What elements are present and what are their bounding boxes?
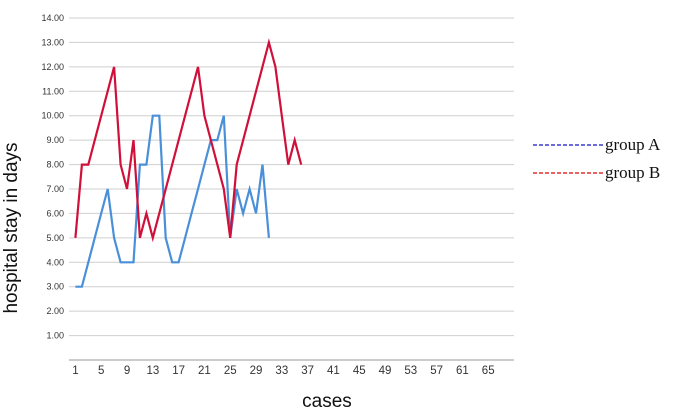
x-tick-label: 5 (98, 365, 104, 377)
legend-label-group-a: group A (605, 135, 661, 154)
x-tick-label: 29 (250, 365, 263, 377)
x-tick-labels: 1 5 9 13 17 21 25 29 33 37 41 45 49 53 57 61 65 (72, 365, 494, 377)
x-tick-label: 41 (327, 365, 340, 377)
y-tick-label: 7.00 (46, 184, 64, 194)
y-tick-label: 4.00 (46, 257, 64, 267)
y-tick-label: 3.00 (46, 282, 64, 292)
y-tick-label: 12.00 (41, 62, 64, 72)
x-tick-label: 45 (353, 365, 366, 377)
y-tick-labels: 1.00 2.00 3.00 4.00 5.00 6.00 7.00 8.00 9.00 10.0… (41, 13, 64, 341)
series-lines (74, 38, 303, 288)
x-tick-label: 53 (404, 365, 417, 377)
legend-label-group-b: group B (605, 163, 660, 182)
x-tick-label: 25 (224, 365, 237, 377)
y-tick-label: 1.00 (46, 331, 64, 341)
x-tick-label: 57 (430, 365, 443, 377)
gridlines (69, 17, 514, 361)
y-tick-label: 2.00 (46, 306, 64, 316)
y-tick-label: 9.00 (46, 135, 64, 145)
x-tick-label: 37 (301, 365, 314, 377)
x-tick-label: 65 (482, 365, 495, 377)
y-tick-label: 5.00 (46, 233, 64, 243)
x-axis-label: cases (302, 391, 352, 410)
y-tick-label: 6.00 (46, 208, 64, 218)
y-tick-label: 10.00 (41, 111, 64, 121)
x-tick-label: 17 (172, 365, 185, 377)
series-line-group-a (75, 114, 270, 288)
y-axis-label: hospital stay in days (1, 142, 22, 313)
x-tick-label: 13 (146, 365, 159, 377)
x-tick-label: 9 (124, 365, 130, 377)
x-tick-label: 1 (72, 365, 78, 377)
series-line-group-b (74, 38, 303, 243)
legend: group A group B (533, 135, 661, 182)
x-tick-label: 49 (379, 365, 392, 377)
x-tick-label: 33 (275, 365, 288, 377)
y-tick-label: 13.00 (41, 37, 64, 47)
y-tick-label: 8.00 (46, 160, 64, 170)
x-tick-label: 21 (198, 365, 211, 377)
x-tick-label: 61 (456, 365, 469, 377)
y-tick-label: 11.00 (42, 86, 64, 96)
y-tick-label: 14.00 (41, 13, 64, 23)
